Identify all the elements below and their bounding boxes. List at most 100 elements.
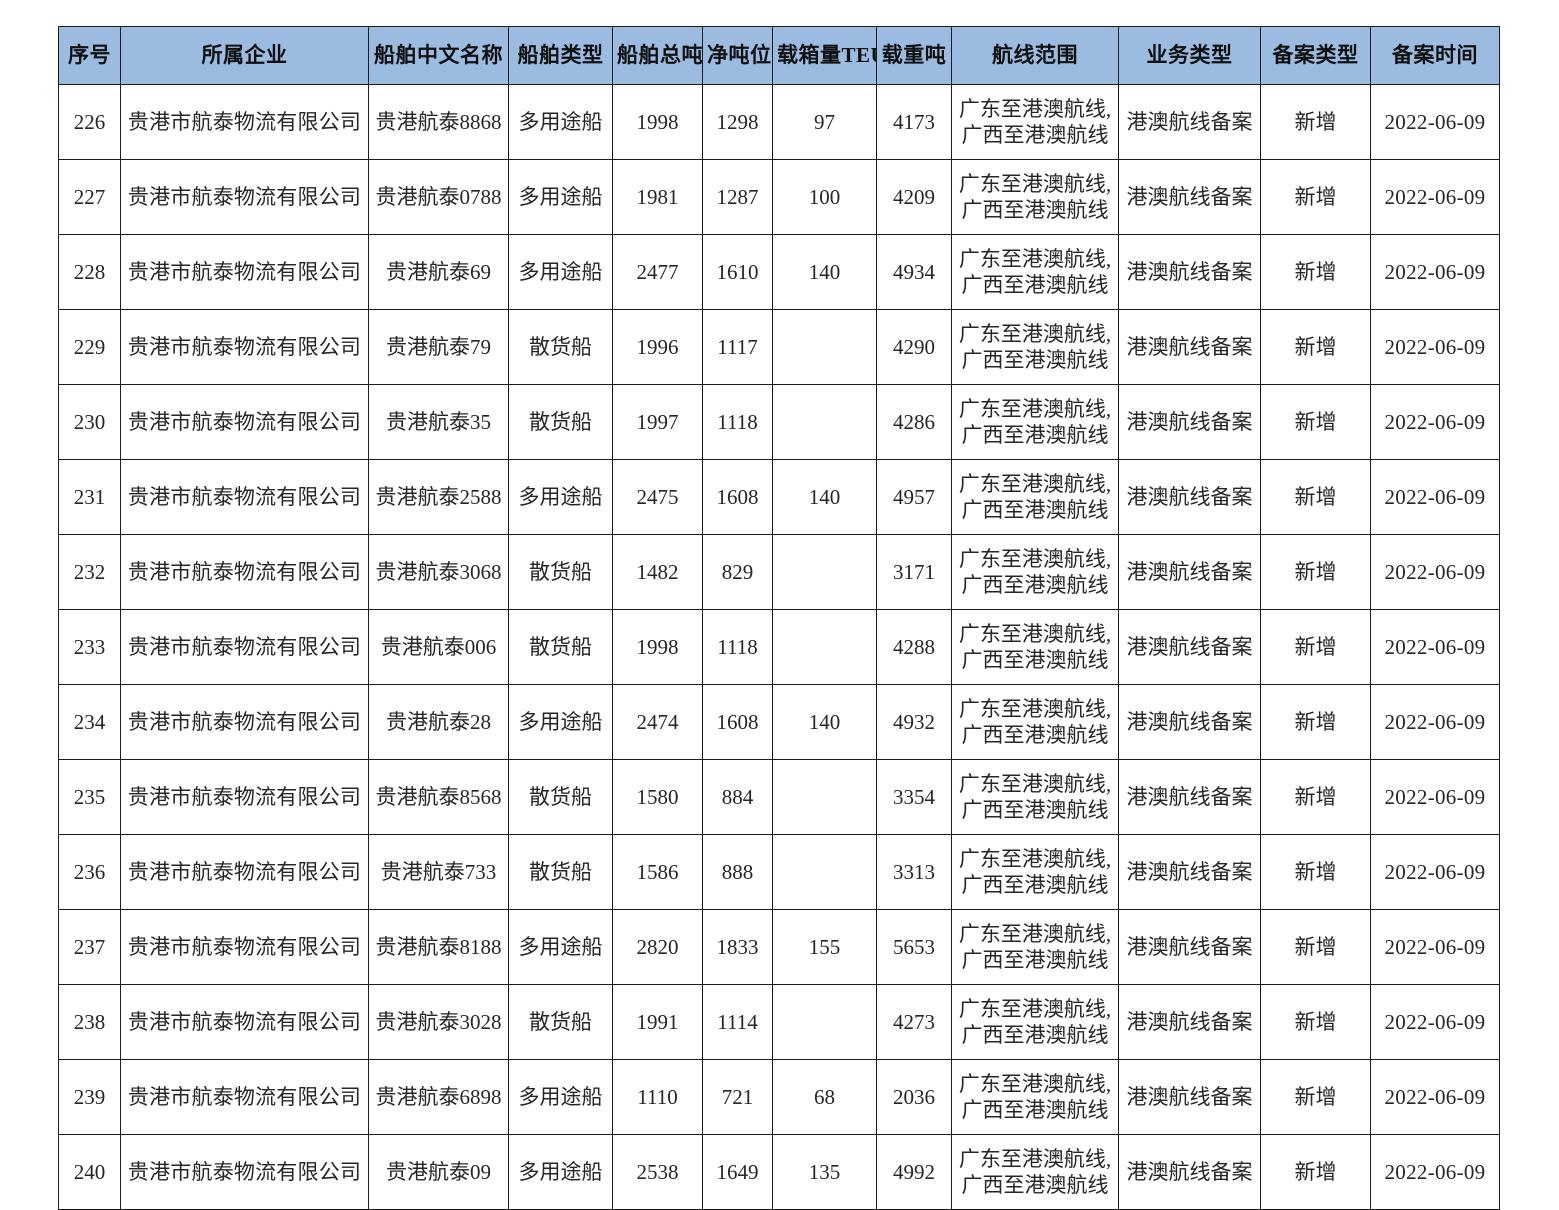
route-line: 广西至港澳航线 [961,648,1109,672]
route-line: 广东至港澳航线, [958,1146,1112,1171]
cell-company: 贵港市航泰物流有限公司 [120,459,369,535]
cell-biz-type: 港澳航线备案 [1118,759,1261,835]
cell-dwt: 3171 [876,534,952,610]
cell-dwt: 4286 [876,384,952,460]
table-row: 230 贵港市航泰物流有限公司 贵港航泰35 散货船 1997 1118 4286 广东至港澳… [58,384,1500,460]
route-line: 广西至港澳航线 [961,273,1109,297]
route-line: 广东至港澳航线, [958,396,1112,421]
column-header-route: 航线范围 [951,26,1119,85]
cell-net-ton: 1610 [702,234,773,310]
column-header-ship-type: 船舶类型 [508,26,613,85]
cell-rec-date: 2022-06-09 [1370,234,1500,310]
cell-ship-type: 散货船 [508,309,613,385]
cell-rec-date: 2022-06-09 [1370,759,1500,835]
table-row: 231 贵港市航泰物流有限公司 贵港航泰2588 多用途船 2475 1608 140 495… [58,459,1500,535]
cell-biz-type: 港澳航线备案 [1118,234,1261,310]
cell-rec-type: 新增 [1260,384,1371,460]
cell-rec-date: 2022-06-09 [1370,534,1500,610]
cell-rec-type: 新增 [1260,834,1371,910]
cell-net-ton: 1118 [702,384,773,460]
column-header-gross-ton: 船舶总吨 [612,26,703,85]
route-line: 广西至港澳航线 [961,123,1109,147]
cell-gross-ton: 1996 [612,309,703,385]
route-line: 广西至港澳航线 [961,948,1109,972]
cell-ship-type: 散货船 [508,759,613,835]
route-line: 广东至港澳航线, [958,546,1112,571]
table-row: 229 贵港市航泰物流有限公司 贵港航泰79 散货船 1996 1117 4290 广东至港澳… [58,309,1500,385]
cell-biz-type: 港澳航线备案 [1118,459,1261,535]
cell-rec-type: 新增 [1260,759,1371,835]
cell-route: 广东至港澳航线, 广西至港澳航线 [951,984,1119,1060]
cell-dwt: 3313 [876,834,952,910]
cell-teu: 140 [772,684,877,760]
cell-route: 广东至港澳航线, 广西至港澳航线 [951,534,1119,610]
cell-teu [772,984,877,1060]
table-body: 226 贵港市航泰物流有限公司 贵港航泰8868 多用途船 1998 1298 97 4173… [58,84,1500,1210]
cell-route: 广东至港澳航线, 广西至港澳航线 [951,684,1119,760]
column-header-rec-date: 备案时间 [1370,26,1500,85]
cell-ship-type: 散货船 [508,984,613,1060]
route-line: 广东至港澳航线, [958,771,1112,796]
cell-gross-ton: 1981 [612,159,703,235]
route-line: 广东至港澳航线, [958,996,1112,1021]
cell-net-ton: 1608 [702,459,773,535]
cell-gross-ton: 1998 [612,609,703,685]
cell-rec-date: 2022-06-09 [1370,909,1500,985]
cell-company: 贵港市航泰物流有限公司 [120,984,369,1060]
cell-dwt: 4992 [876,1134,952,1210]
cell-gross-ton: 1991 [612,984,703,1060]
column-header-dwt: 载重吨 [876,26,952,85]
cell-company: 贵港市航泰物流有限公司 [120,309,369,385]
cell-company: 贵港市航泰物流有限公司 [120,909,369,985]
cell-biz-type: 港澳航线备案 [1118,84,1261,160]
table-row: 237 贵港市航泰物流有限公司 贵港航泰8188 多用途船 2820 1833 155 565… [58,909,1500,985]
cell-biz-type: 港澳航线备案 [1118,684,1261,760]
route-line: 广东至港澳航线, [958,246,1112,271]
cell-seq: 233 [58,609,121,685]
cell-route: 广东至港澳航线, 广西至港澳航线 [951,909,1119,985]
cell-biz-type: 港澳航线备案 [1118,309,1261,385]
cell-biz-type: 港澳航线备案 [1118,384,1261,460]
cell-seq: 231 [58,459,121,535]
cell-route: 广东至港澳航线, 广西至港澳航线 [951,384,1119,460]
table-row: 238 贵港市航泰物流有限公司 贵港航泰3028 散货船 1991 1114 4273 广东至… [58,984,1500,1060]
table-row: 239 贵港市航泰物流有限公司 贵港航泰6898 多用途船 1110 721 68 2036 广… [58,1059,1500,1135]
cell-seq: 238 [58,984,121,1060]
cell-gross-ton: 2477 [612,234,703,310]
route-line: 广西至港澳航线 [961,1173,1109,1197]
cell-seq: 239 [58,1059,121,1135]
route-line: 广西至港澳航线 [961,573,1109,597]
cell-company: 贵港市航泰物流有限公司 [120,84,369,160]
cell-rec-type: 新增 [1260,159,1371,235]
cell-route: 广东至港澳航线, 广西至港澳航线 [951,1059,1119,1135]
route-line: 广西至港澳航线 [961,198,1109,222]
cell-gross-ton: 2474 [612,684,703,760]
cell-route: 广东至港澳航线, 广西至港澳航线 [951,759,1119,835]
cell-seq: 230 [58,384,121,460]
cell-route: 广东至港澳航线, 广西至港澳航线 [951,159,1119,235]
cell-net-ton: 1118 [702,609,773,685]
cell-gross-ton: 2475 [612,459,703,535]
cell-teu [772,309,877,385]
cell-dwt: 2036 [876,1059,952,1135]
cell-ship-name: 贵港航泰35 [368,384,509,460]
cell-ship-name: 贵港航泰8188 [368,909,509,985]
column-header-biz-type: 业务类型 [1118,26,1261,85]
cell-ship-type: 多用途船 [508,1134,613,1210]
cell-company: 贵港市航泰物流有限公司 [120,384,369,460]
cell-route: 广东至港澳航线, 广西至港澳航线 [951,834,1119,910]
cell-company: 贵港市航泰物流有限公司 [120,609,369,685]
route-line: 广东至港澳航线, [958,1071,1112,1096]
column-header-seq: 序号 [58,26,121,85]
route-line: 广东至港澳航线, [958,696,1112,721]
cell-seq: 232 [58,534,121,610]
cell-rec-date: 2022-06-09 [1370,84,1500,160]
column-header-company: 所属企业 [120,26,369,85]
cell-biz-type: 港澳航线备案 [1118,1059,1261,1135]
cell-ship-name: 贵港航泰3068 [368,534,509,610]
cell-teu: 140 [772,234,877,310]
cell-net-ton: 1649 [702,1134,773,1210]
cell-gross-ton: 1997 [612,384,703,460]
cell-ship-name: 贵港航泰2588 [368,459,509,535]
cell-company: 贵港市航泰物流有限公司 [120,684,369,760]
